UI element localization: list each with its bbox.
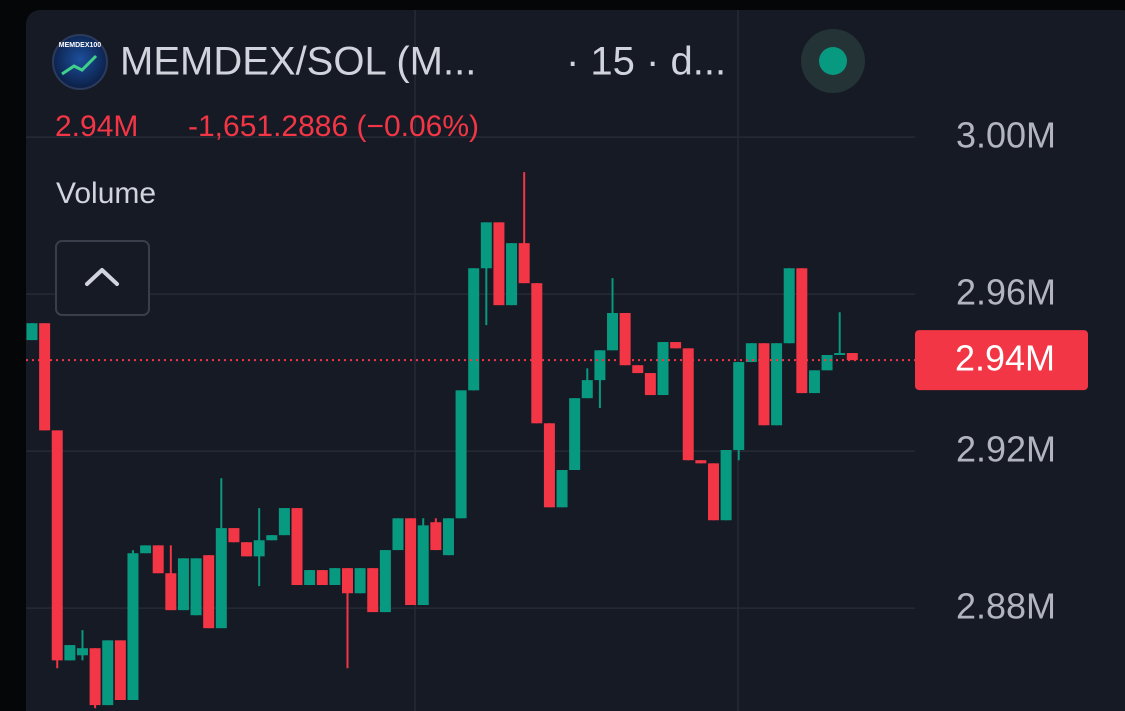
y-tick-label: 2.88M <box>956 586 1056 627</box>
candle-body <box>745 343 757 363</box>
candle-body <box>480 222 492 269</box>
logo <box>52 34 108 90</box>
candle-body <box>114 640 126 701</box>
y-tick-label: 3.00M <box>956 115 1056 156</box>
candle-body <box>581 380 593 399</box>
candle-body <box>177 558 189 611</box>
candle-body <box>607 313 619 351</box>
candle-body <box>266 535 278 541</box>
candle-body <box>720 449 732 521</box>
y-tick-label: 2.92M <box>956 429 1056 470</box>
candle-body <box>758 343 770 426</box>
candle-body <box>165 573 177 611</box>
candle-body <box>228 528 240 543</box>
candle-body <box>594 350 606 381</box>
candle-body <box>695 460 707 464</box>
collapse-button[interactable] <box>55 240 150 316</box>
candle-body <box>367 568 379 613</box>
candle-body <box>39 323 51 431</box>
candle-body <box>808 370 820 394</box>
candle-body <box>253 540 265 557</box>
candle-body <box>241 542 253 557</box>
candle-body <box>834 353 846 356</box>
candle-body <box>796 268 808 394</box>
candle-body <box>51 430 63 661</box>
candle-body <box>64 645 76 661</box>
candle-body <box>89 648 101 706</box>
candle-body <box>468 268 480 391</box>
candle-body <box>657 342 669 396</box>
candle-body <box>203 555 215 629</box>
candle-body <box>821 355 833 371</box>
change-text: -1,651.2886 (−0.06%) <box>188 110 479 143</box>
candle-body <box>619 313 631 366</box>
logo-arrow <box>61 54 98 76</box>
indicator-label: Volume <box>56 177 156 210</box>
candle-body <box>493 222 505 306</box>
candle-body <box>304 570 316 586</box>
header-price: 2.94M <box>55 110 138 143</box>
candle-body <box>771 343 783 426</box>
candle-body <box>506 243 518 306</box>
candle-body <box>455 390 467 519</box>
candle-body <box>316 570 328 586</box>
candle-body <box>417 525 429 606</box>
candle-body <box>644 373 656 396</box>
candle-body <box>329 568 341 586</box>
candle-body <box>278 508 290 536</box>
candle-body <box>342 568 353 594</box>
candle-body <box>392 518 404 551</box>
last-price-label: 2.94M <box>955 338 1055 379</box>
candle-body <box>682 348 694 461</box>
candle-body <box>127 553 139 701</box>
candle-body <box>26 323 38 341</box>
candle-body <box>733 362 745 450</box>
candle-body <box>379 550 391 613</box>
candle-body <box>846 353 858 361</box>
interval[interactable]: · 15 · d... <box>566 40 726 84</box>
candle-body <box>76 648 88 656</box>
candle-body <box>152 545 164 574</box>
last-price-tag <box>915 330 1088 391</box>
candle-body <box>707 463 719 521</box>
candle-body <box>405 518 417 606</box>
candle-body <box>140 545 152 554</box>
candle-body <box>632 365 644 374</box>
candle-body <box>543 423 555 508</box>
candle-body <box>291 508 303 586</box>
candles <box>26 172 915 709</box>
candle-body <box>430 522 442 551</box>
candle-body <box>569 398 581 471</box>
candle-body <box>190 558 202 616</box>
symbol-title[interactable]: MEMDEX/SOL (M... <box>120 40 476 84</box>
candle-body <box>518 243 530 284</box>
logo-text: MEMDEX100 <box>59 42 102 49</box>
candle-body <box>783 268 795 344</box>
candle-body <box>102 640 114 706</box>
candle-body <box>215 528 227 629</box>
chevron-up <box>85 268 119 286</box>
status-dot <box>819 47 847 75</box>
candle-body <box>670 342 682 349</box>
candle-body <box>531 283 543 424</box>
price-axis: 3.00M 2.96M 2.92M 2.88M 2.94M <box>915 115 1088 627</box>
candle-body <box>442 518 454 556</box>
candle-body <box>556 470 568 508</box>
y-tick-label: 2.96M <box>956 272 1056 313</box>
candle-body <box>354 568 366 594</box>
